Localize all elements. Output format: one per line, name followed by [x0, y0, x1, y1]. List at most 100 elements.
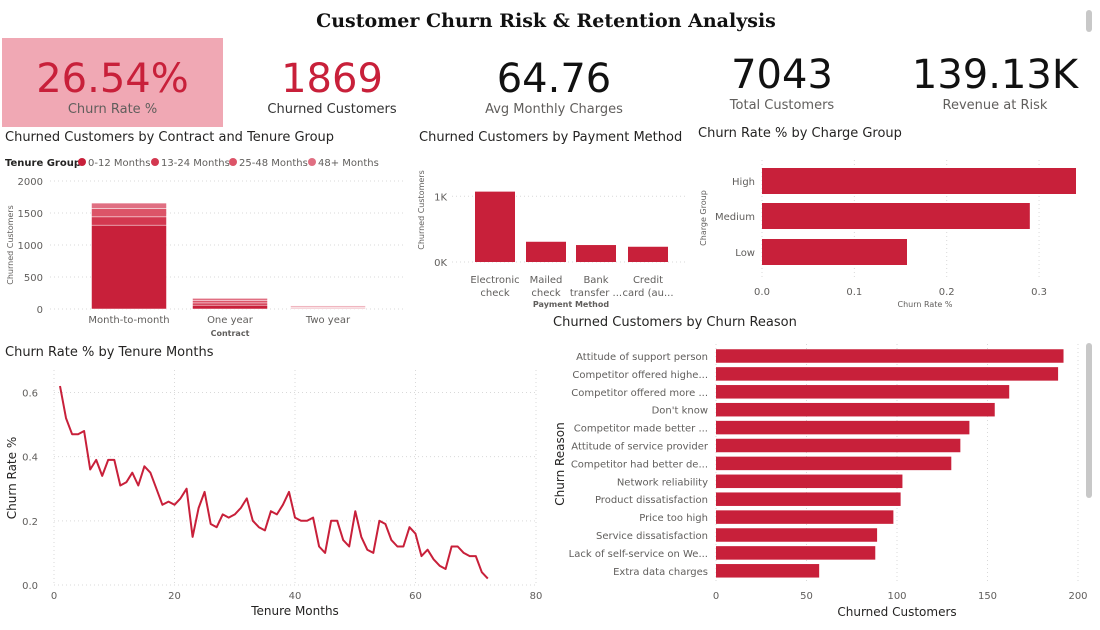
- kpi-revenue-at-risk[interactable]: 139.13K Revenue at Risk: [892, 52, 1098, 114]
- reason-bar: [716, 546, 876, 560]
- reason-bar: [716, 402, 995, 417]
- kpi-churned-customers[interactable]: 1869 Churned Customers: [232, 56, 432, 118]
- kpi-avg-monthly-charges-label: Avg Monthly Charges: [485, 102, 623, 117]
- tenure-x-axis-label: Tenure Months: [250, 604, 339, 618]
- payment-x-tick: check: [531, 288, 560, 299]
- contract-bar-segment: [192, 300, 268, 304]
- contract-bar-segment: [91, 216, 167, 226]
- reason-y-tick: Product dissatisfaction: [595, 495, 708, 506]
- charge-bar: [762, 239, 907, 265]
- charge-chart-title: Churn Rate % by Charge Group: [698, 126, 902, 141]
- reason-y-tick: Don't know: [652, 406, 708, 417]
- reason-bar: [716, 492, 901, 506]
- contract-legend-marker: [151, 158, 159, 166]
- contract-bar-segment: [192, 298, 268, 301]
- tenure-x-tick: 80: [530, 591, 543, 602]
- contract-bar-segment: [192, 302, 268, 306]
- contract-bar-segment: [91, 224, 167, 310]
- reason-bar: [716, 349, 1064, 363]
- charge-y-axis-label: Charge Group: [699, 190, 708, 246]
- payment-chart-title: Churned Customers by Payment Method: [419, 130, 683, 145]
- tenure-y-tick: 0.4: [22, 453, 38, 464]
- reason-y-tick: Lack of self-service on We...: [569, 549, 708, 560]
- reason-bar: [716, 474, 903, 489]
- payment-y-axis-label: Churned Customers: [417, 170, 426, 250]
- contract-legend-label: 0-12 Months: [88, 158, 150, 169]
- kpi-churn-rate-label: Churn Rate %: [67, 102, 158, 117]
- tenure-series-line: [59, 385, 489, 580]
- kpi-total-customers-label: Total Customers: [729, 98, 835, 113]
- payment-x-axis-label: Payment Method: [533, 300, 609, 309]
- contract-x-tick: One year: [207, 315, 254, 326]
- payment-x-tick: card (au...: [623, 288, 674, 299]
- reason-x-tick: 100: [887, 591, 906, 602]
- contract-y-tick: 500: [24, 273, 43, 284]
- contract-legend-title: Tenure Group: [5, 158, 81, 169]
- reason-x-tick: 150: [978, 591, 997, 602]
- contract-bar-segment: [91, 202, 167, 209]
- payment-bar: [526, 241, 566, 262]
- reason-x-axis-label: Churned Customers: [837, 605, 956, 619]
- contract-y-tick: 1000: [18, 241, 43, 252]
- reason-x-tick: 0: [713, 591, 719, 602]
- kpi-churn-rate[interactable]: 26.54% Churn Rate %: [2, 56, 223, 118]
- tenure-x-tick: 40: [289, 591, 302, 602]
- contract-y-tick: 0: [37, 305, 43, 316]
- payment-x-tick: Bank: [583, 275, 608, 286]
- kpi-total-customers[interactable]: 7043 Total Customers: [688, 52, 876, 114]
- kpi-churn-rate-value: 26.54%: [36, 56, 189, 102]
- tenure-x-tick: 0: [51, 591, 57, 602]
- reason-bar: [716, 438, 961, 453]
- payment-bar: [628, 246, 668, 262]
- contract-y-axis-label: Churned Customers: [6, 205, 15, 285]
- tenure-y-tick: 0.2: [22, 517, 38, 528]
- charge-x-axis-label: Churn Rate %: [898, 300, 953, 309]
- contract-chart-title: Churned Customers by Contract and Tenure…: [5, 130, 335, 145]
- contract-legend-marker: [229, 158, 237, 166]
- kpi-total-customers-value: 7043: [731, 52, 833, 98]
- kpi-churned-customers-label: Churned Customers: [267, 102, 397, 117]
- reason-bar: [716, 510, 894, 524]
- reason-chart-scrollbar[interactable]: [1086, 343, 1092, 498]
- contract-x-tick: Two year: [305, 315, 351, 326]
- contract-bar-segment: [192, 304, 268, 310]
- contract-x-tick: Month-to-month: [88, 315, 169, 326]
- payment-x-tick: Mailed: [530, 275, 563, 286]
- payment-x-tick: check: [480, 288, 509, 299]
- contract-bar-segment: [290, 305, 366, 308]
- reason-y-tick: Attitude of support person: [576, 352, 708, 363]
- charge-y-tick: High: [732, 177, 755, 188]
- contract-legend-marker: [308, 158, 316, 166]
- dashboard-title: Customer Churn Risk & Retention Analysis: [316, 10, 776, 32]
- kpi-highlight-background: [2, 38, 223, 127]
- contract-y-tick: 2000: [18, 177, 43, 188]
- tenure-x-tick: 60: [409, 591, 422, 602]
- reason-bar: [716, 385, 1010, 399]
- reason-y-axis-label: Churn Reason: [553, 422, 567, 505]
- kpi-avg-monthly-charges[interactable]: 64.76 Avg Monthly Charges: [444, 56, 664, 118]
- reason-y-tick: Attitude of service provider: [571, 442, 709, 453]
- contract-legend-marker: [78, 158, 86, 166]
- charge-x-tick: 0.0: [754, 287, 770, 298]
- tenure-y-axis-label: Churn Rate %: [5, 437, 19, 519]
- kpi-revenue-at-risk-value: 139.13K: [911, 52, 1079, 98]
- charge-y-tick: Low: [735, 248, 755, 259]
- reason-y-tick: Competitor offered highe...: [572, 370, 708, 381]
- payment-bar: [576, 245, 616, 262]
- reason-y-tick: Price too high: [639, 513, 708, 524]
- payment-x-tick: transfer ...: [570, 288, 622, 299]
- reason-bar: [716, 420, 970, 435]
- tenure-chart-title: Churn Rate % by Tenure Months: [5, 345, 214, 360]
- reason-bar: [716, 456, 952, 471]
- page-scrollbar[interactable]: [1086, 10, 1092, 32]
- reason-bar: [716, 528, 878, 542]
- reason-x-tick: 50: [800, 591, 813, 602]
- kpi-revenue-at-risk-label: Revenue at Risk: [942, 98, 1048, 113]
- reason-y-tick: Extra data charges: [613, 567, 708, 578]
- charge-bar: [762, 203, 1030, 229]
- charge-bar: [762, 168, 1076, 194]
- payment-x-tick: Electronic: [470, 275, 519, 286]
- kpi-churned-customers-value: 1869: [281, 56, 383, 102]
